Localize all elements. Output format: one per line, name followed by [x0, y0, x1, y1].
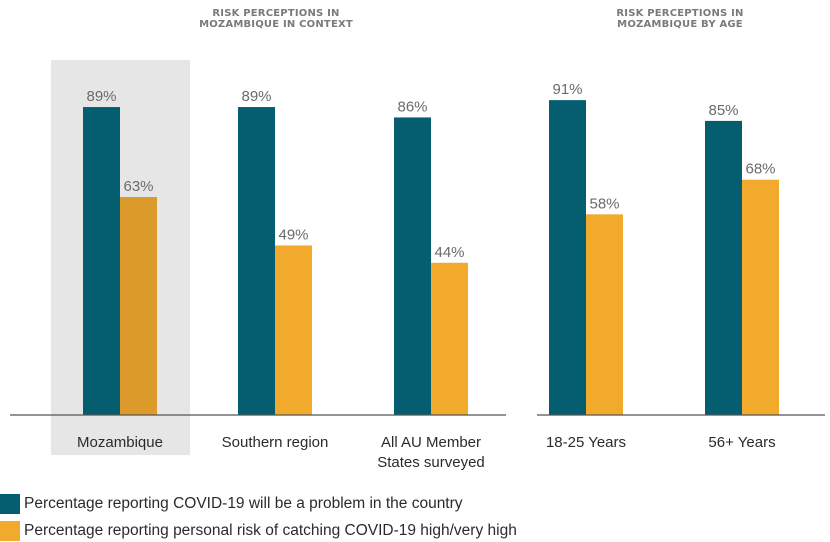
data-label-56-years-series-1: 85%	[708, 102, 738, 119]
bar-56-years-series-1	[705, 120, 742, 416]
data-label-56-years-series-2: 68%	[745, 161, 775, 178]
legend-item-problem: Percentage reporting COVID-19 will be a …	[0, 494, 463, 514]
bar-all-au-member-states-surveyed-series-2	[431, 262, 468, 415]
bar-56-years-series-2	[742, 179, 779, 415]
bar-mozambique-series-2	[120, 197, 157, 415]
panel-title-line: MOZAMBIQUE IN CONTEXT	[199, 19, 353, 30]
data-label-mozambique-series-2: 63%	[123, 178, 153, 195]
panel-title-line: MOZAMBIQUE BY AGE	[617, 19, 743, 30]
legend-item-personal-risk: Percentage reporting personal risk of ca…	[0, 521, 517, 541]
data-label-all-au-member-states-surveyed-series-2: 44%	[434, 244, 464, 261]
data-label-all-au-member-states-surveyed-series-1: 86%	[397, 98, 427, 115]
bar-southern-region-series-1	[238, 107, 275, 415]
data-label-southern-region-series-1: 89%	[241, 88, 271, 105]
category-label-all-au-member-states-surveyed: States surveyed	[377, 454, 485, 471]
category-label-18-25-years: 18-25 Years	[546, 434, 626, 451]
bar-18-25-years-series-2	[586, 214, 623, 415]
category-label-southern-region: Southern region	[222, 434, 329, 451]
legend-swatch-personal-risk	[0, 521, 20, 541]
bar-all-au-member-states-surveyed-series-1	[394, 117, 431, 415]
legend-label-problem: Percentage reporting COVID-19 will be a …	[24, 495, 463, 512]
category-label-all-au-member-states-surveyed: All AU Member	[381, 434, 481, 451]
bar-18-25-years-series-1	[549, 100, 586, 415]
data-label-18-25-years-series-2: 58%	[589, 195, 619, 212]
data-label-southern-region-series-2: 49%	[278, 226, 308, 243]
panel-title-line: RISK PERCEPTIONS IN	[212, 8, 339, 19]
bar-southern-region-series-2	[275, 245, 312, 415]
category-label-56-years: 56+ Years	[708, 434, 775, 451]
legend-swatch-problem	[0, 494, 20, 514]
legend-label-personal-risk: Percentage reporting personal risk of ca…	[24, 522, 517, 539]
data-label-18-25-years-series-1: 91%	[552, 81, 582, 98]
category-label-mozambique: Mozambique	[77, 434, 163, 451]
data-label-mozambique-series-1: 89%	[86, 88, 116, 105]
bar-mozambique-series-1	[83, 107, 120, 415]
panel-title-line: RISK PERCEPTIONS IN	[616, 8, 743, 19]
